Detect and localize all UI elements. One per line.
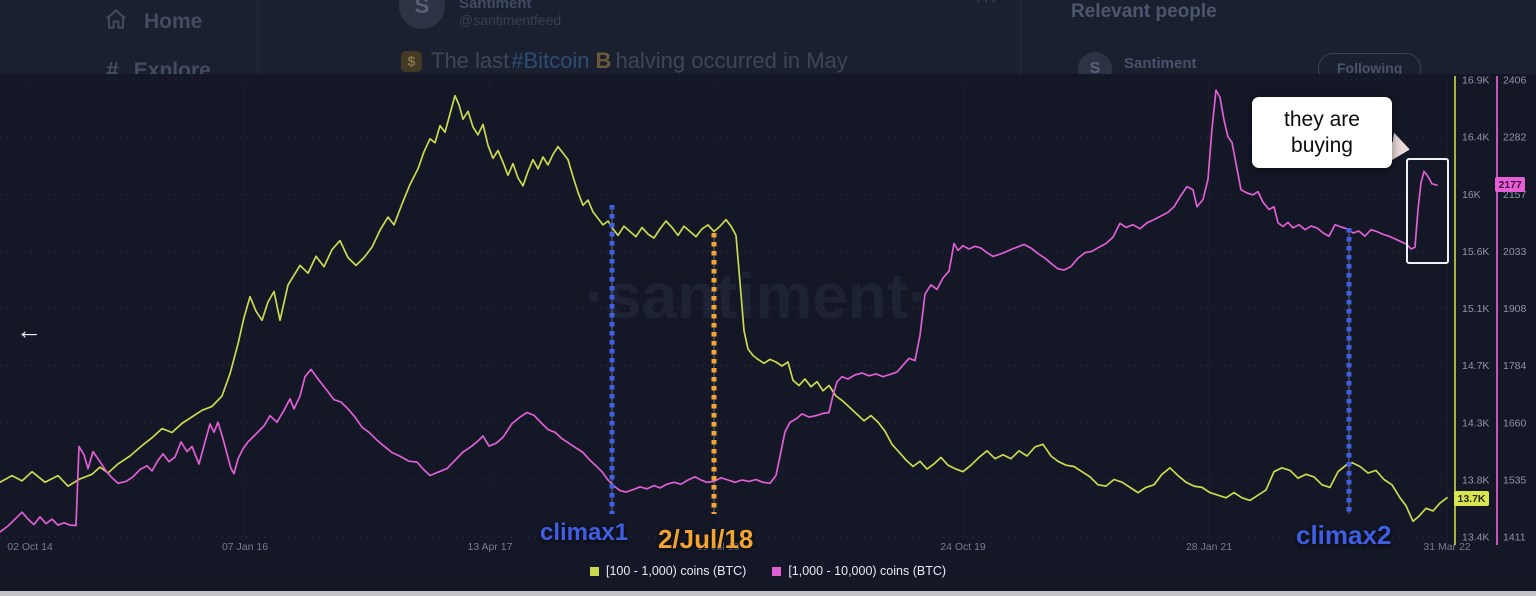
sidebar-item-explore[interactable]: # Explore: [106, 57, 211, 74]
svg-text:15.6K: 15.6K: [1462, 246, 1489, 258]
svg-text:28 Jan 21: 28 Jan 21: [1186, 541, 1232, 553]
svg-text:15.1K: 15.1K: [1462, 303, 1489, 315]
svg-text:16.4K: 16.4K: [1462, 132, 1489, 144]
legend-label: [1,000 - 10,000) coins (BTC): [788, 564, 947, 578]
current-value-badge-right: 2177: [1495, 177, 1526, 192]
bitcoin-hashtag-link[interactable]: #Bitcoin: [511, 48, 590, 73]
svg-text:16K: 16K: [1462, 189, 1481, 201]
svg-text:2282: 2282: [1503, 132, 1527, 144]
vline-label-2: climax2: [1296, 520, 1392, 550]
svg-text:31 Mar 22: 31 Mar 22: [1423, 541, 1470, 553]
bitcoin-symbol: B: [595, 48, 612, 73]
tweet-text-segment: The last: [431, 48, 510, 73]
sidebar-item-label: Home: [144, 10, 203, 33]
left-column-divider: [257, 0, 258, 74]
right-column-divider: [1020, 0, 1021, 74]
back-button[interactable]: ←: [16, 315, 42, 345]
chart-legend: [100 - 1,000) coins (BTC) [1,000 - 10,00…: [0, 564, 1536, 578]
svg-text:19 Jul 18: 19 Jul 18: [697, 541, 740, 553]
legend-label: [100 - 1,000) coins (BTC): [605, 564, 747, 578]
sidebar-item-label: Explore: [133, 58, 211, 75]
svg-text:1908: 1908: [1503, 303, 1527, 315]
sidebar-user-name[interactable]: Santiment: [1124, 55, 1197, 72]
svg-text:16.9K: 16.9K: [1462, 75, 1489, 87]
legend-swatch: [589, 566, 599, 576]
twitter-header-background: Home # Explore S Santiment @santimentfee…: [0, 0, 1536, 74]
tweet-author-handle[interactable]: @santimentfeed: [459, 12, 562, 28]
explore-hashtag-icon: #: [106, 57, 119, 74]
sidebar-item-home[interactable]: Home: [103, 6, 202, 38]
svg-text:14.7K: 14.7K: [1462, 360, 1489, 372]
svg-text:1411: 1411: [1503, 532, 1526, 544]
more-options-icon[interactable]: ···: [975, 0, 998, 12]
moneybag-emoji: $: [401, 50, 422, 72]
svg-text:07 Jan 16: 07 Jan 16: [222, 541, 268, 553]
relevant-people-title: Relevant people: [1071, 1, 1217, 22]
sidebar-santiment-avatar[interactable]: S: [1078, 52, 1112, 74]
tweet-author-name[interactable]: Santiment: [459, 0, 532, 12]
svg-text:13 Apr 17: 13 Apr 17: [468, 541, 513, 553]
they-are-buying-callout: they are buying: [1252, 97, 1392, 169]
legend-item-pink[interactable]: [1,000 - 10,000) coins (BTC): [772, 564, 946, 578]
window-bottom-edge: [0, 591, 1536, 596]
svg-text:2406: 2406: [1503, 75, 1527, 87]
vline-label-1: 2/Jul/18: [658, 524, 754, 554]
avatar-monogram: S: [1089, 60, 1101, 74]
svg-text:1784: 1784: [1503, 360, 1527, 372]
svg-text:13.4K: 13.4K: [1462, 532, 1489, 544]
highlight-box: [1406, 158, 1449, 264]
svg-text:·santiment·: ·santiment·: [585, 260, 930, 332]
current-value-badge-left: 13.7K: [1454, 491, 1490, 506]
legend-item-green[interactable]: [100 - 1,000) coins (BTC): [589, 564, 747, 578]
svg-text:14.3K: 14.3K: [1462, 417, 1489, 429]
tweet-text: $ The last #Bitcoin B halving occurred i…: [401, 48, 848, 74]
svg-text:24 Oct 19: 24 Oct 19: [940, 541, 986, 553]
svg-text:13.8K: 13.8K: [1462, 474, 1489, 486]
svg-text:1535: 1535: [1503, 474, 1527, 486]
tweet-text-segment: halving occurred in May: [615, 48, 848, 73]
svg-text:2033: 2033: [1503, 246, 1527, 258]
home-icon: [103, 6, 129, 38]
vline-label-0: climax1: [540, 519, 629, 546]
legend-swatch: [772, 566, 782, 576]
svg-text:02 Oct 14: 02 Oct 14: [7, 541, 53, 553]
svg-text:1660: 1660: [1503, 417, 1527, 429]
avatar-monogram: S: [414, 0, 430, 18]
